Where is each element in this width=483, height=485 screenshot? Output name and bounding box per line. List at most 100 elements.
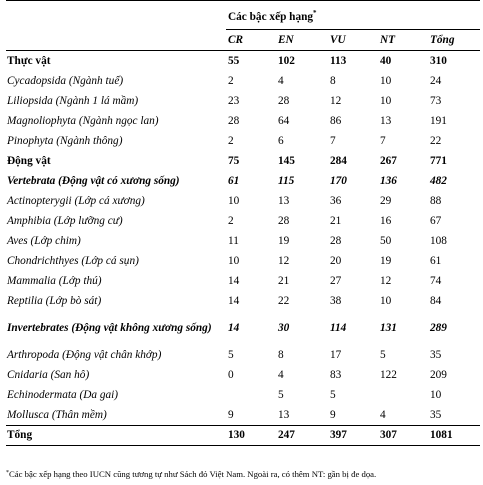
cell-en: 30 [278,321,290,334]
table-row: Mammalia (Lớp thú) 14 21 27 12 74 [6,271,480,291]
cell-nt: 29 [380,194,392,207]
cell-vu: 114 [330,321,347,334]
cell-total: 35 [430,348,442,361]
cell-total: 289 [430,321,447,334]
cell-total: 191 [430,114,447,127]
group-header-row: Các bậc xếp hạng* [6,0,481,30]
cell-cr: 10 [228,254,240,267]
table-row: Actinopterygii (Lớp cá xương) 10 13 36 29 88 [6,191,480,211]
cell-cr: 130 [226,425,276,446]
cell-total: 1081 [428,425,481,446]
cell-vu: 38 [330,294,342,307]
cell-cr: 61 [228,174,240,187]
cell-vu: 170 [330,174,347,187]
cell-total: 209 [430,368,447,381]
table-row: Cycadopsida (Ngành tuế) 2 4 8 10 24 [6,71,480,91]
cell-vu: 12 [330,94,342,107]
table-row: Liliopsida (Ngành 1 lá mầm) 23 28 12 10 73 [6,91,480,111]
cell-vu: 9 [330,408,336,421]
cell-en: 8 [278,348,284,361]
row-label: Pinophyta (Ngành thông) [7,134,123,147]
cell-en: 6 [278,134,284,147]
iucn-table-container: Các bậc xếp hạng* CR EN VU NT Tổng Thực … [6,0,481,446]
row-label: Mammalia (Lớp thú) [7,274,102,287]
table-body: Thực vật 55 102 113 40 310 Cycadopsida (Ngành … [6,51,481,446]
cell-en: 22 [278,294,290,307]
cell-en: 102 [278,54,295,67]
cell-en: 4 [278,74,284,87]
cell-cr: 14 [228,294,240,307]
cell-vu: 397 [328,425,378,446]
row-label: Vertebrata (Động vật có xương sống) [7,174,180,187]
cell-nt: 10 [380,294,392,307]
table-row: Cnidaria (San hô) 0 4 83 122 209 [6,365,480,385]
row-label: Tổng [6,425,226,446]
cell-cr: 0 [228,368,234,381]
cell-cr: 10 [228,194,240,207]
row-label: Mollusca (Thân mềm) [7,408,107,421]
table-row: Vertebrata (Động vật có xương sống) 61 115… [6,171,480,191]
table-row: Thực vật 55 102 113 40 310 [6,51,480,72]
column-header-row: CR EN VU NT Tổng [6,29,481,51]
row-label: Aves (Lớp chim) [7,234,81,247]
table-row: Mollusca (Thân mềm) 9 13 9 4 35 [6,405,480,426]
cell-en: 13 [278,194,290,207]
row-label: Cycadopsida (Ngành tuế) [7,74,124,87]
table-row: Amphibia (Lớp lưỡng cư) 2 28 21 16 67 [6,211,480,231]
cell-cr: 2 [228,134,234,147]
cell-nt: 10 [380,94,392,107]
cell-total: 35 [430,408,442,421]
cell-nt: 307 [378,425,428,446]
cell-cr: 28 [228,114,240,127]
cell-en: 21 [278,274,290,287]
cell-vu: 113 [330,54,347,67]
header-blank-cell [6,29,226,51]
cell-total: 310 [430,54,447,67]
cell-nt: 131 [380,321,397,334]
cell-cr [226,385,276,405]
cell-vu: 17 [330,348,342,361]
footnote-mark: * [6,470,9,476]
column-header-vu: VU [328,29,378,51]
table-row: Magnoliophyta (Ngành ngọc lan) 28 64 86 13 19… [6,111,480,131]
group-header-text: Các bậc xếp hạng [228,11,314,23]
row-label: Reptilia (Lớp bò sát) [7,294,102,307]
column-header-en: EN [276,29,328,51]
column-header-cr: CR [226,29,276,51]
cell-total: 108 [430,234,447,247]
row-label: Động vật [7,154,51,167]
cell-en: 247 [276,425,328,446]
cell-cr: 75 [228,154,240,167]
cell-en: 64 [278,114,290,127]
cell-total: 88 [430,194,442,207]
cell-nt: 7 [380,134,386,147]
table-row: Echinodermata (Da gai) 5 5 10 [6,385,480,405]
row-label: Actinopterygii (Lớp cá xương) [7,194,145,207]
iucn-red-list-table: Các bậc xếp hạng* CR EN VU NT Tổng Thực … [6,0,481,446]
cell-en: 28 [278,214,290,227]
table-row: Tổng 130 247 397 307 1081 [6,425,481,446]
cell-en: 13 [278,408,290,421]
header-corner-cell [6,0,226,30]
cell-vu: 7 [330,134,336,147]
cell-nt: 5 [380,348,386,361]
row-label: Invertebrates (Động vật không xương sống… [7,322,212,334]
cell-total: 73 [430,94,442,107]
column-header-total: Tổng [428,29,481,51]
cell-en: 5 [278,388,284,401]
cell-total: 67 [430,214,442,227]
cell-cr: 23 [228,94,240,107]
cell-vu: 5 [330,388,336,401]
cell-vu: 20 [330,254,342,267]
cell-cr: 14 [228,321,240,334]
cell-nt: 136 [380,174,397,187]
table-row: Pinophyta (Ngành thông) 2 6 7 7 22 [6,131,480,151]
cell-nt: 267 [380,154,397,167]
cell-nt [378,385,428,405]
cell-vu: 284 [330,154,347,167]
cell-cr: 2 [228,214,234,227]
cell-total: 74 [430,274,442,287]
row-label: Magnoliophyta (Ngành ngọc lan) [7,114,159,127]
cell-en: 19 [278,234,290,247]
cell-en: 12 [278,254,290,267]
